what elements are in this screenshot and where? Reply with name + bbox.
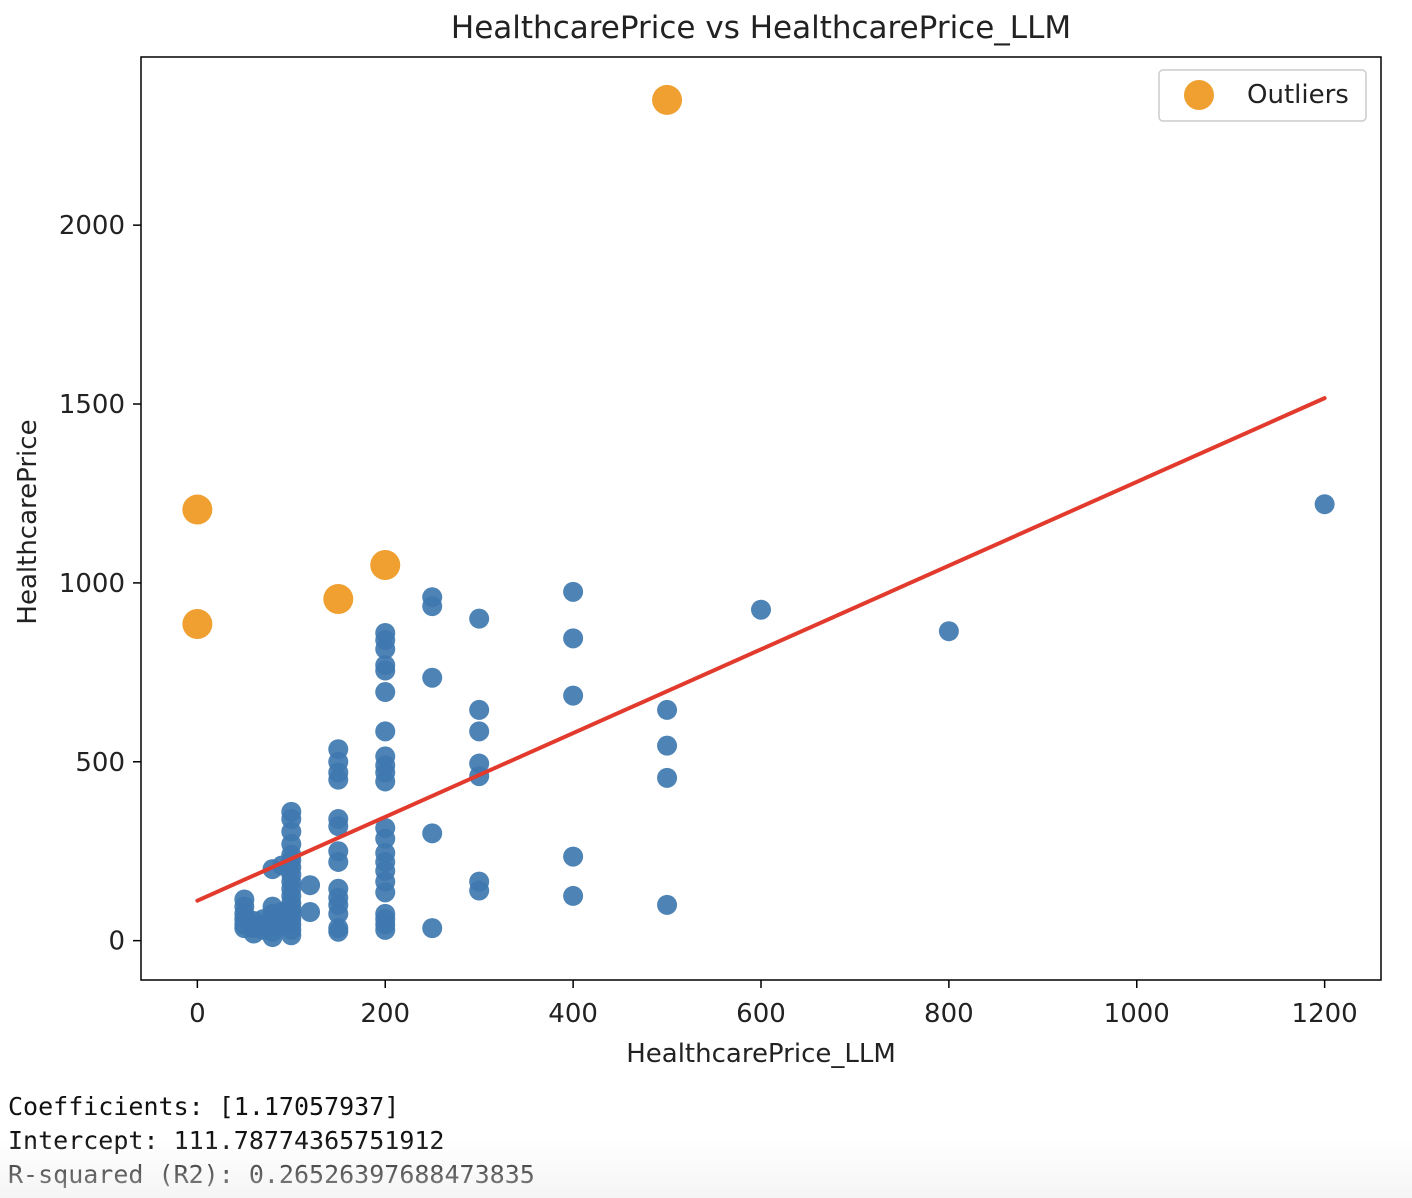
- r-squared-text: R-squared (R2): 0.26526397688473835: [8, 1160, 535, 1189]
- y-tick-label: 1000: [59, 569, 125, 599]
- data-point: [375, 660, 396, 681]
- data-point: [281, 925, 302, 946]
- outlier-point: [182, 609, 213, 640]
- y-tick-label: 1500: [59, 390, 125, 420]
- data-point: [328, 769, 349, 790]
- data-point: [469, 721, 490, 742]
- data-point: [328, 816, 349, 837]
- outlier-point: [652, 84, 683, 115]
- x-tick-label: 600: [736, 999, 786, 1029]
- legend: Outliers: [1158, 69, 1367, 122]
- data-point: [469, 699, 490, 720]
- regression-output: Coefficients: [1.17057937] Intercept: 111…: [8, 1090, 535, 1192]
- scatter-chart: 0 200 400 600 800 1000 1200 0 500 1000 1500 2000 H…: [13, 10, 1382, 1069]
- data-point: [328, 903, 349, 924]
- x-tick-label: 1000: [1104, 999, 1170, 1029]
- fit-line-layer: [195, 396, 1327, 903]
- data-point: [422, 823, 443, 844]
- data-point: [657, 735, 678, 756]
- data-point: [422, 667, 443, 688]
- data-point: [375, 721, 396, 742]
- x-tick-label: 800: [924, 999, 974, 1029]
- data-point: [657, 767, 678, 788]
- x-ticks: 0 200 400 600 800 1000 1200: [189, 980, 1358, 1029]
- data-point: [563, 846, 584, 867]
- outlier-point: [323, 583, 354, 614]
- x-axis-label: HealthcarePrice_LLM: [626, 1039, 896, 1069]
- data-point: [563, 685, 584, 706]
- data-point: [751, 599, 771, 620]
- data-point: [375, 682, 396, 703]
- data-point: [375, 771, 396, 792]
- legend-outliers-label: Outliers: [1247, 80, 1349, 110]
- data-point: [328, 851, 349, 872]
- data-point: [422, 918, 443, 939]
- x-tick-label: 200: [360, 999, 410, 1029]
- y-axis-label: HealthcarePrice: [13, 419, 43, 624]
- data-point: [469, 880, 490, 901]
- x-tick-label: 400: [548, 999, 598, 1029]
- data-point: [563, 628, 584, 649]
- data-point: [563, 581, 584, 602]
- data-point: [300, 875, 321, 896]
- y-tick-label: 2000: [59, 211, 125, 241]
- legend-outliers-marker: [1184, 80, 1214, 110]
- x-tick-label: 0: [189, 999, 206, 1029]
- legend-box: [1158, 69, 1367, 122]
- data-point: [938, 621, 959, 642]
- data-point: [657, 894, 678, 915]
- data-point: [375, 882, 396, 903]
- y-ticks: 0 500 1000 1500 2000: [59, 211, 141, 957]
- intercept-text: Intercept: 111.78774365751912: [8, 1126, 445, 1155]
- y-tick-label: 0: [108, 927, 125, 957]
- chart-title: HealthcarePrice vs HealthcarePrice_LLM: [451, 10, 1071, 46]
- data-point: [262, 927, 283, 948]
- outliers-layer: [182, 84, 683, 640]
- x-tick-label: 1200: [1292, 999, 1358, 1029]
- data-point: [328, 921, 349, 942]
- outlier-point: [370, 550, 401, 581]
- data-point: [300, 902, 321, 923]
- data-point: [375, 919, 396, 940]
- data-point: [1314, 494, 1335, 515]
- regression-line: [195, 396, 1327, 903]
- data-point: [375, 639, 396, 660]
- points-layer: [234, 494, 1335, 948]
- coefficients-text: Coefficients: [1.17057937]: [8, 1092, 400, 1121]
- outlier-point: [182, 494, 213, 525]
- data-point: [375, 828, 396, 849]
- data-point: [563, 885, 584, 906]
- data-point: [469, 608, 490, 629]
- data-point: [657, 699, 678, 720]
- y-tick-label: 500: [75, 748, 125, 778]
- data-point: [422, 596, 443, 617]
